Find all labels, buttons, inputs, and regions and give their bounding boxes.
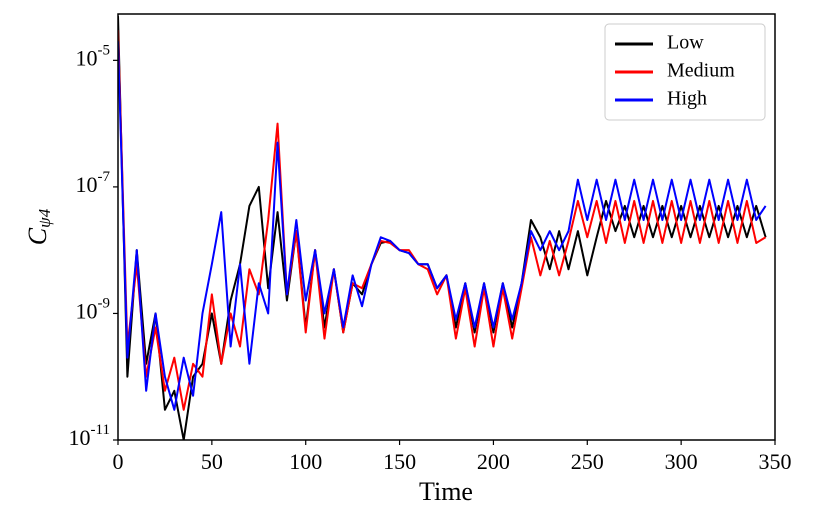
legend-label: High: [667, 88, 707, 110]
y-label-base: C: [23, 227, 52, 245]
x-tick-label: 150: [383, 449, 416, 474]
x-tick-label: 350: [759, 449, 792, 474]
x-tick-label: 0: [113, 449, 124, 474]
y-tick-label: 10-5: [76, 43, 111, 71]
x-tick-label: 100: [289, 449, 322, 474]
x-tick-label: 50: [201, 449, 223, 474]
legend-label: Low: [667, 32, 704, 54]
y-tick-base: 10: [76, 45, 98, 70]
x-tick-label: 250: [571, 449, 604, 474]
x-tick-label: 300: [665, 449, 698, 474]
y-tick-exponent: -11: [91, 422, 110, 438]
legend-label: Medium: [667, 60, 735, 82]
legend-box: [604, 23, 766, 121]
y-tick-base: 10: [76, 298, 98, 323]
y-tick-base: 10: [76, 172, 98, 197]
y-tick-label: 10-7: [76, 169, 111, 197]
y-label-subscript: ψ4: [35, 208, 54, 228]
y-tick-exponent: -7: [98, 169, 111, 185]
x-axis-label: Time: [419, 477, 473, 506]
y-tick-label: 10-11: [69, 422, 110, 450]
y-tick-exponent: -9: [98, 296, 111, 312]
series-line: [118, 41, 767, 411]
plot-frame: [117, 13, 776, 441]
y-tick-exponent: -5: [98, 43, 111, 59]
series-line: [118, 30, 767, 411]
y-tick-label: 10-9: [76, 296, 111, 324]
y-tick-base: 10: [69, 425, 91, 450]
y-axis-label: Cψ4: [23, 208, 54, 245]
x-tick-label: 200: [477, 449, 510, 474]
